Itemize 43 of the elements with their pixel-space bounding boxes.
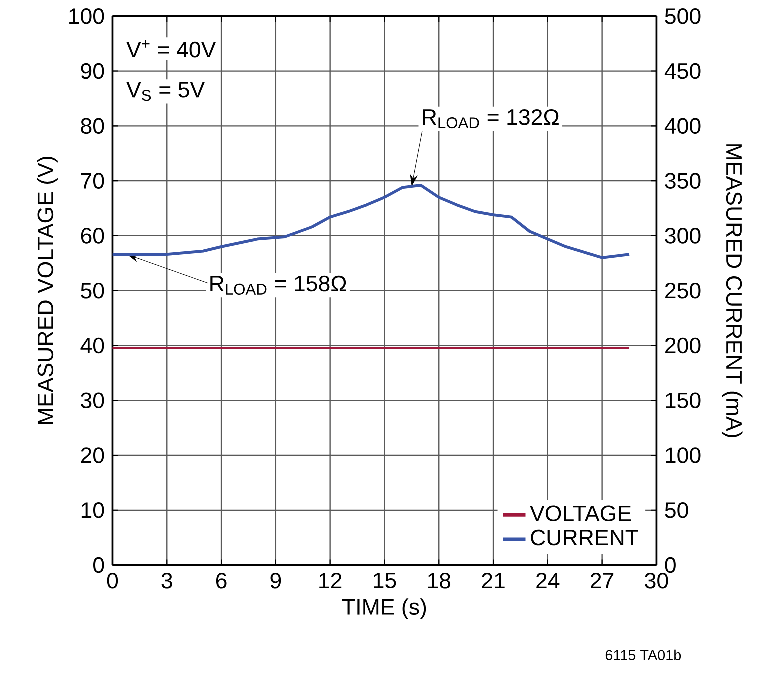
legend-label: CURRENT: [531, 530, 638, 546]
x-tick-label: 9: [270, 573, 282, 589]
y-tick-label: 80: [81, 118, 104, 134]
y-tick-label: 0: [94, 558, 104, 574]
y2-tick-label: 300: [665, 228, 701, 244]
x-tick-label: 24: [536, 573, 560, 589]
annotation: V$_{S}$ = 5V: [126, 82, 205, 102]
y-tick-label: 20: [81, 448, 104, 464]
y2-tick-label: 400: [664, 118, 701, 134]
x-tick-label: 27: [591, 573, 614, 589]
x-tick-label: 12: [320, 573, 342, 589]
y-axis-title: MEASURED VOLTAGE (V): [37, 157, 58, 424]
text: 6115 TA01b: [606, 650, 682, 661]
y-tick-label: 30: [81, 392, 104, 409]
annotation: R$_{LOAD}$ = 158Ω: [210, 276, 346, 296]
y2-tick-label: 250: [666, 283, 701, 299]
y-tick-label: 100: [70, 8, 104, 24]
y-tick-label: 40: [80, 338, 104, 354]
annotation: V$^{+}$ = 40V: [126, 40, 216, 58]
legend-label: VOLTAGE: [530, 506, 632, 522]
y2-tick-label: 500: [665, 8, 701, 24]
y-tick-label: 10: [82, 502, 104, 519]
y2-axis-title: MEASURED CURRENT (mA): [722, 144, 743, 438]
x-tick-label: 15: [374, 573, 396, 589]
x-tick-label: 30: [645, 573, 668, 589]
y-tick-label: 60: [81, 228, 104, 244]
y-tick-label: 50: [81, 283, 104, 299]
x-tick-label: 0: [107, 573, 118, 589]
x-tick-label: 21: [482, 573, 505, 589]
y-tick-label: 90: [81, 64, 104, 80]
x-tick-label: 3: [162, 573, 172, 589]
y2-tick-label: 150: [666, 392, 701, 409]
y2-tick-label: 350: [665, 173, 701, 190]
x-axis-title: TIME (s): [342, 598, 426, 620]
y2-tick-label: 100: [666, 448, 701, 464]
y2-tick-label: 0: [665, 558, 676, 574]
y2-tick-label: 50: [665, 502, 688, 519]
y-tick-label: 70: [81, 173, 104, 190]
x-tick-label: 6: [216, 573, 227, 589]
x-tick-label: 18: [428, 573, 451, 589]
y2-tick-label: 200: [666, 338, 701, 354]
y2-tick-label: 450: [664, 64, 701, 80]
annotation: R$_{LOAD}$ = 132Ω: [423, 110, 559, 129]
